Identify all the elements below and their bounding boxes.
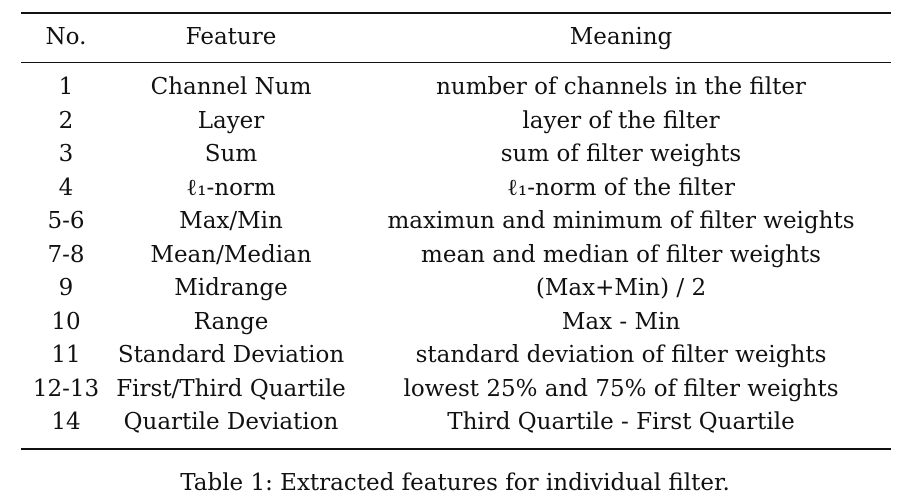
- cell-meaning: lowest 25% and 75% of filter weights: [403, 375, 839, 402]
- cell-meaning: ℓ₁-norm of the filter: [507, 174, 735, 201]
- cell-feature: Quartile Deviation: [123, 409, 339, 435]
- table-row: 9 Midrange (Max+Min) / 2: [21, 272, 891, 306]
- cell-feature: Mean/Median: [150, 241, 312, 268]
- table-caption: Table 1: Extracted features for individu…: [180, 470, 730, 496]
- table-row: 4 ℓ₁-norm ℓ₁-norm of the filter: [21, 172, 891, 206]
- cell-feature: Max/Min: [179, 208, 283, 234]
- cell-no: 10: [51, 308, 81, 335]
- cell-feature: Layer: [197, 107, 265, 134]
- table-row: 5-6 Max/Min maximun and minimum of filter …: [21, 205, 891, 239]
- cell-no: 4: [58, 174, 74, 201]
- cell-feature: ℓ₁-norm: [186, 174, 276, 201]
- cell-no: 12-13: [32, 375, 100, 402]
- cell-feature: Channel Num: [150, 74, 312, 100]
- table-row: 12-13 First/Third Quartile lowest 25% and …: [21, 373, 891, 407]
- table-row: 1 Channel Num number of channels in the fi…: [21, 63, 891, 105]
- cell-meaning: number of channels in the filter: [436, 74, 806, 100]
- cell-meaning: (Max+Min) / 2: [535, 275, 707, 301]
- table-row: 2 Layer layer of the filter: [21, 105, 891, 139]
- cell-feature: Midrange: [174, 275, 288, 301]
- cell-no: 1: [58, 74, 74, 100]
- table-row: 10 Range Max - Min: [21, 306, 891, 340]
- cell-meaning: standard deviation of filter weights: [415, 342, 827, 368]
- cell-no: 7-8: [47, 241, 85, 268]
- cell-feature: First/Third Quartile: [116, 375, 346, 402]
- cell-meaning: Max - Min: [561, 308, 681, 335]
- cell-meaning: mean and median of filter weights: [421, 241, 821, 268]
- cell-no: 5-6: [47, 208, 85, 234]
- header-meaning: Meaning: [569, 24, 673, 51]
- header-feature: Feature: [185, 24, 277, 51]
- table-row: 7-8 Mean/Median mean and median of filter …: [21, 239, 891, 273]
- feature-table: No. Feature Meaning 1 Channel Num number o…: [21, 12, 891, 450]
- table-header-row: No. Feature Meaning: [21, 13, 891, 63]
- cell-feature: Standard Deviation: [117, 342, 345, 368]
- cell-feature: Range: [193, 308, 269, 335]
- table-row: 3 Sum sum of filter weights: [21, 138, 891, 172]
- cell-feature: Sum: [204, 141, 258, 167]
- feature-table-container: No. Feature Meaning 1 Channel Num number o…: [21, 12, 891, 450]
- cell-meaning: Third Quartile - First Quartile: [447, 409, 795, 435]
- cell-no: 3: [58, 141, 74, 167]
- table-row: 14 Quartile Deviation Third Quartile - Fir…: [21, 406, 891, 449]
- cell-no: 14: [51, 409, 81, 435]
- cell-no: 11: [51, 342, 81, 368]
- cell-meaning: layer of the filter: [522, 107, 720, 134]
- cell-no: 2: [58, 107, 74, 134]
- cell-meaning: maximun and minimum of filter weights: [387, 208, 855, 234]
- table-row: 11 Standard Deviation standard deviation o…: [21, 339, 891, 373]
- cell-meaning: sum of filter weights: [500, 141, 742, 167]
- cell-no: 9: [58, 275, 74, 301]
- header-no: No.: [45, 24, 87, 51]
- table-body: 1 Channel Num number of channels in the fi…: [21, 63, 891, 449]
